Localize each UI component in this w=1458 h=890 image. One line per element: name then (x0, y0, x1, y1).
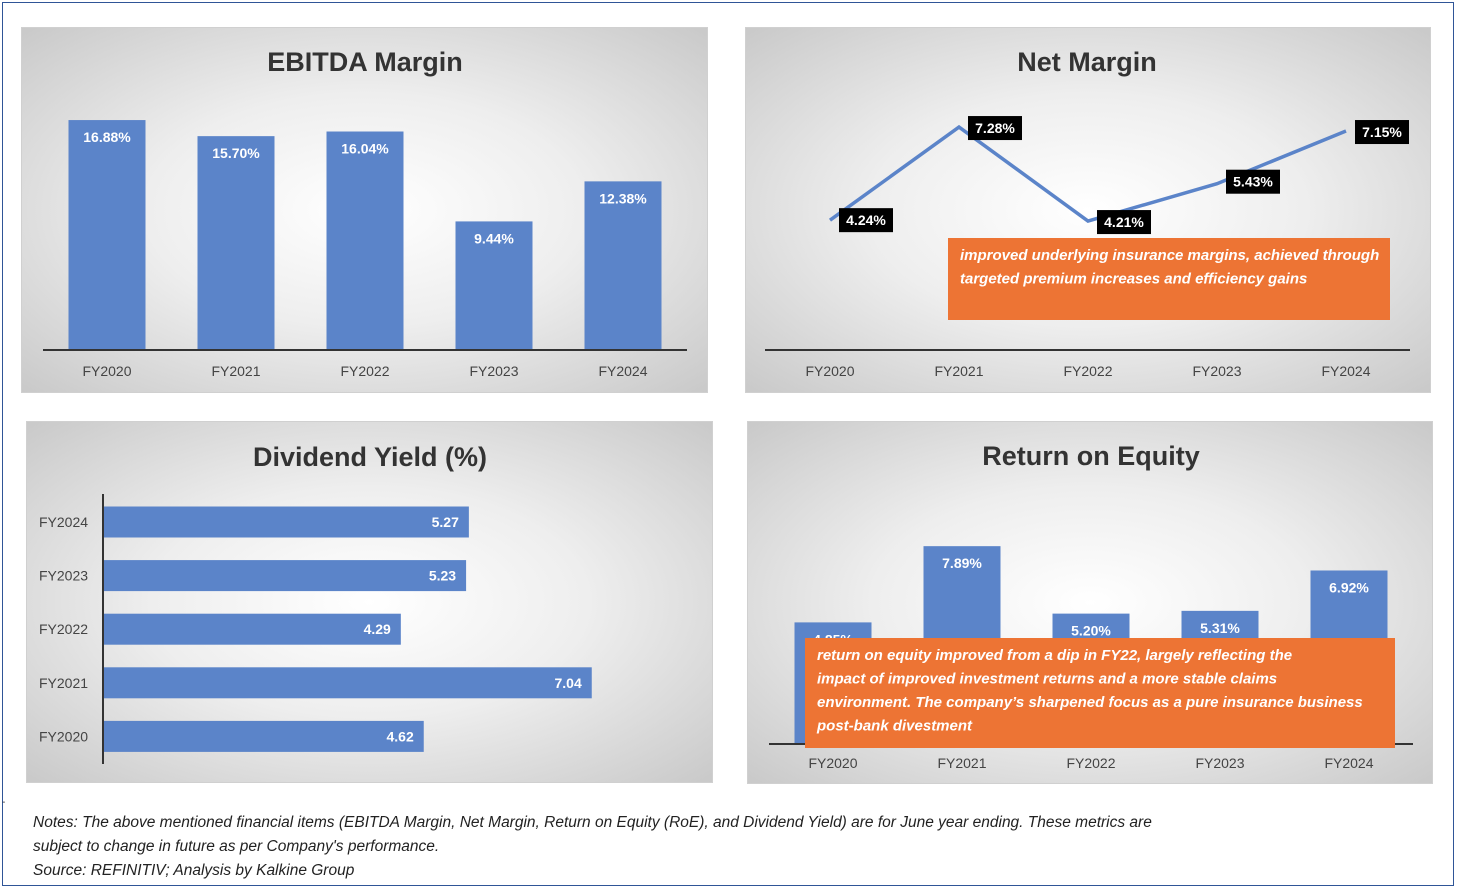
chart-title: Net Margin (1017, 47, 1157, 77)
bar-FY2020 (103, 720, 424, 752)
data-label-FY2021: 7.04 (555, 675, 582, 691)
bar-FY2020 (68, 120, 146, 351)
ebitda-margin-chart: EBITDA Margin 16.88% FY2020 15.70% FY2021 16.… (21, 27, 708, 393)
data-label-box-FY2022 (1097, 210, 1151, 235)
net-margin-annotation-line: improved underlying insurance margins, a… (960, 247, 1379, 264)
return-on-equity-chart: Return on Equity4.85%FY20207.89%FY20215.… (747, 421, 1433, 784)
x-tick-label: FY2024 (1321, 363, 1370, 379)
data-label-FY2021: 15.70% (212, 145, 260, 161)
data-label-FY2022: 5.20% (1071, 623, 1111, 639)
bar-FY2023 (455, 221, 533, 350)
y-tick-label: FY2020 (39, 728, 88, 744)
notes-line-1: Notes: The above mentioned financial ite… (33, 814, 1152, 831)
data-label-box-FY2020 (839, 208, 893, 233)
x-tick-label: FY2021 (937, 755, 986, 771)
bar-FY2021 (103, 667, 592, 699)
x-tick-label: FY2022 (340, 363, 389, 379)
data-label-FY2020: 4.62 (386, 728, 413, 744)
data-label-FY2024: 5.27 (432, 514, 459, 530)
bar-FY2023 (103, 560, 467, 592)
data-label-FY2021: 7.89% (942, 555, 982, 571)
y-tick-label: FY2024 (39, 514, 88, 530)
data-label-box-FY2024 (1355, 120, 1409, 145)
source-line: Source: REFINITIV; Analysis by Kalkine G… (33, 862, 355, 879)
net-margin-line (828, 124, 1347, 223)
footnotes: Notes: The above mentioned financial ite… (33, 811, 1333, 883)
roe-annotation-box (805, 638, 1395, 748)
data-label-FY2022: 4.21% (1104, 214, 1144, 230)
data-label-FY2022: 16.04% (341, 141, 389, 157)
chart-title: Dividend Yield (%) (253, 442, 487, 472)
dividend-yield-chart: Dividend Yield (%) 5.27 FY2024 5.23 FY2023 4.… (26, 421, 713, 783)
data-label-FY2020: 16.88% (83, 129, 131, 145)
chart-title: Return on Equity (982, 441, 1200, 471)
x-tick-label: FY2021 (211, 363, 260, 379)
data-label-FY2020: 4.24% (846, 212, 886, 228)
data-label-FY2023: 5.23 (429, 568, 456, 584)
dividend-yield-plot: Dividend Yield (%) 5.27 FY2024 5.23 FY2023 4.… (39, 442, 592, 764)
return-on-equity-plot: Return on Equity4.85%FY20207.89%FY20215.… (769, 441, 1413, 771)
x-tick-label: FY2022 (1063, 363, 1112, 379)
x-tick-label: FY2023 (469, 363, 518, 379)
bar-FY2024 (103, 506, 469, 538)
data-label-FY2023: 5.43% (1233, 174, 1273, 190)
bar-FY2022 (103, 613, 401, 645)
net-margin-annotation-box (948, 238, 1390, 320)
x-tick-label: FY2024 (1324, 755, 1373, 771)
data-label-FY2021: 7.28% (975, 120, 1015, 136)
notes-line-2: subject to change in future as per Compa… (33, 838, 440, 855)
y-tick-label: FY2021 (39, 675, 88, 691)
data-label-FY2024: 6.92% (1329, 579, 1369, 595)
x-tick-label: FY2020 (808, 755, 857, 771)
x-tick-label: FY2023 (1192, 363, 1241, 379)
bar-FY2021 (197, 136, 275, 350)
chart-title: EBITDA Margin (267, 47, 463, 77)
x-tick-label: FY2022 (1066, 755, 1115, 771)
data-label-FY2023: 9.44% (474, 230, 514, 246)
bar-FY2022 (326, 131, 404, 350)
data-label-FY2022: 4.29 (364, 621, 391, 637)
data-label-box-FY2023 (1226, 169, 1280, 194)
x-tick-label: FY2020 (805, 363, 854, 379)
roe-annotation-line: post-bank divestment (816, 718, 973, 735)
roe-annotation-line: return on equity improved from a dip in … (817, 647, 1292, 664)
bar-FY2024 (584, 181, 662, 350)
ebitda-margin-plot: EBITDA Margin 16.88% FY2020 15.70% FY2021 16.… (43, 47, 687, 379)
stray-mark: - (2, 797, 6, 808)
data-label-FY2024: 7.15% (1362, 124, 1402, 140)
roe-annotation-line: environment. The company’s sharpened foc… (817, 694, 1363, 711)
net-margin-annotation-line: targeted premium increases and efficienc… (960, 271, 1307, 288)
y-tick-label: FY2023 (39, 568, 88, 584)
data-label-FY2024: 12.38% (599, 190, 647, 206)
roe-annotation-line: impact of improved investment returns an… (817, 671, 1277, 688)
y-tick-label: FY2022 (39, 621, 88, 637)
x-tick-label: FY2023 (1195, 755, 1244, 771)
net-margin-chart: Net Margin 4.24% FY2020 7.28% FY2021 4.21% FY2… (745, 27, 1431, 393)
data-label-FY2023: 5.31% (1200, 620, 1240, 636)
x-tick-label: FY2020 (82, 363, 131, 379)
net-margin-plot: Net Margin 4.24% FY2020 7.28% FY2021 4.21% FY2… (765, 47, 1410, 379)
data-label-box-FY2021 (968, 116, 1022, 141)
x-tick-label: FY2024 (598, 363, 647, 379)
x-tick-label: FY2021 (934, 363, 983, 379)
